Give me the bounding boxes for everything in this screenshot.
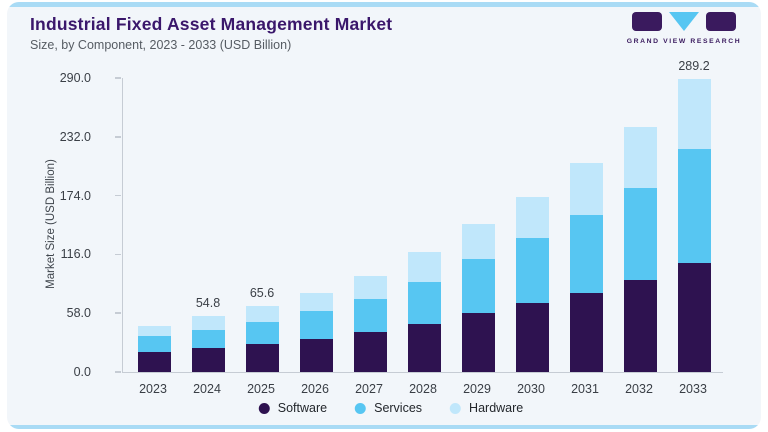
legend-dot-hardware [450,402,462,414]
chart-card: Industrial Fixed Asset Management Market… [7,2,761,429]
bar-2023-software [137,351,171,372]
x-tick-label-2028: 2028 [409,382,437,396]
y-axis-label: Market Size (USD Billion) [45,159,57,289]
y-tick-label-232.0: 232.0 [59,129,91,144]
x-tick-label-2024: 2024 [193,382,221,396]
logo-v-triangle [669,12,699,31]
x-tick-label-2033: 2033 [679,382,707,396]
x-tick-label-2027: 2027 [355,382,383,396]
legend-label-hardware: Hardware [469,401,524,415]
bar-2033-hardware [677,78,711,149]
x-tick-label-2030: 2030 [517,382,545,396]
bar-2032-services [623,187,657,280]
bar-2027-services [353,299,387,333]
x-tick-label-2031: 2031 [571,382,599,396]
bar-2031-software [569,292,603,372]
y-tick-mark [115,136,121,138]
chart-subtitle: Size, by Component, 2023 - 2033 (USD Bil… [30,38,292,52]
logo-text: GRAND VIEW RESEARCH [626,38,742,45]
legend-item-services: Services [355,401,422,415]
y-tick-mark [115,194,121,197]
y-tick-label-116.0: 116.0 [60,247,91,262]
legend-item-software: Software [258,401,328,415]
bar-2032-hardware [623,126,657,188]
bar-2027-hardware [353,275,387,300]
x-tick-label-2023: 2023 [139,382,167,396]
bar-2032-software [623,279,657,372]
bar-2031-services [569,214,603,293]
bar-2026-software [299,338,333,372]
y-tick-mark [115,253,121,256]
bar-2029-services [461,259,495,314]
legend-label-software: Software [277,401,328,415]
chart-title: Industrial Fixed Asset Management Market [30,14,393,34]
y-tick-label-0.0: 0.0 [73,365,91,379]
legend-dot-software [258,402,270,414]
bar-2029-hardware [461,224,495,260]
y-tick-label-174.0: 174.0 [59,188,91,203]
bar-total-label-2024: 54.8 [195,296,221,311]
y-tick-label-58.0: 58.0 [66,306,91,321]
x-tick-label-2026: 2026 [301,382,329,396]
bar-2028-hardware [407,252,441,282]
bar-2028-services [407,281,441,325]
y-tick-mark [115,77,121,79]
x-tick-label-2029: 2029 [463,382,491,396]
bottom-accent-strip [7,425,761,429]
top-accent-strip [7,2,761,7]
bar-2023-services [137,336,171,352]
legend: Software Services Hardware [258,401,523,415]
logo-g-block [632,12,662,31]
bar-2030-services [515,238,549,304]
plot-area: 54.8 65.6 289.2 [122,59,723,373]
bar-2024-software [191,347,225,372]
bar-2025-software [245,344,279,372]
bar-2030-hardware [515,196,549,239]
bar-2031-hardware [569,163,603,215]
bar-2023-hardware [137,325,171,337]
bar-2027-software [353,332,387,372]
legend-dot-services [355,402,367,414]
legend-label-services: Services [374,401,423,415]
bar-2026-hardware [299,292,333,312]
bar-2030-software [515,303,549,372]
bar-2033-services [677,148,711,263]
bar-2025-hardware [245,305,279,322]
x-tick-label-2032: 2032 [625,382,653,396]
x-tick-label-2025: 2025 [247,382,275,396]
bar-2024-services [191,330,225,348]
legend-item-hardware: Hardware [450,401,523,415]
y-tick-mark [115,371,121,373]
bar-2029-software [461,313,495,372]
grand-view-research-logo: GRAND VIEW RESEARCH [625,12,743,45]
y-tick-mark [115,312,121,314]
bar-2028-software [407,324,441,372]
bar-total-label-2025: 65.6 [249,285,275,300]
y-tick-label-290.0: 290.0 [59,71,91,85]
logo-r-block [706,12,736,31]
gvr-logo-icon [625,12,743,33]
bar-total-label-2033: 289.2 [678,58,710,73]
bar-2033-software [677,262,711,372]
bar-2025-services [245,321,279,345]
bar-2026-services [299,311,333,339]
bar-2024-hardware [191,316,225,331]
